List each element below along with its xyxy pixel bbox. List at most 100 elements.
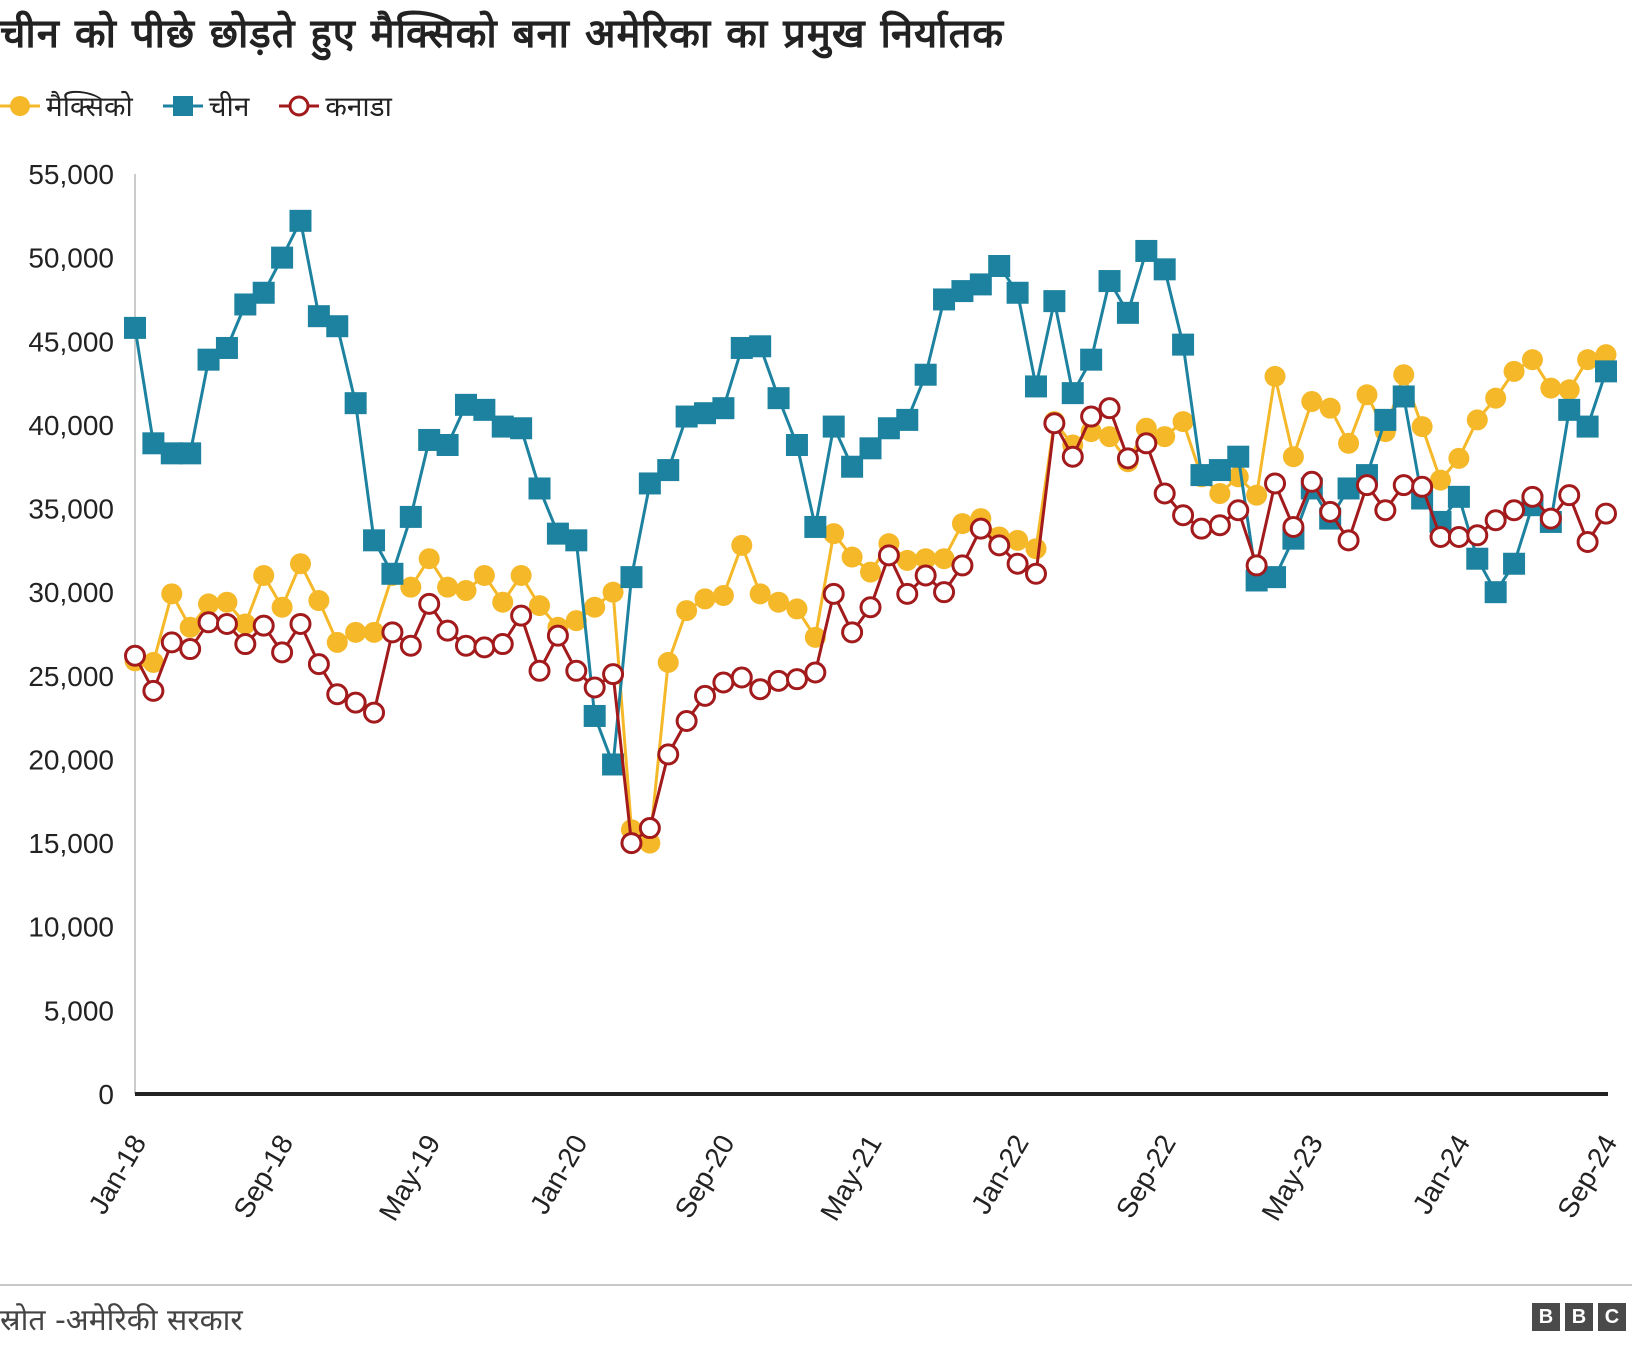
data-point [529, 595, 551, 617]
bbc-logo-letter: B [1532, 1303, 1560, 1331]
data-point [1539, 507, 1562, 530]
data-point [951, 280, 974, 303]
data-point [492, 591, 514, 613]
data-point [565, 529, 588, 552]
y-tick-label: 35,000 [28, 494, 114, 525]
y-tick-label: 50,000 [28, 243, 114, 274]
data-point [1153, 258, 1176, 281]
data-point [1006, 281, 1029, 304]
data-point [951, 513, 973, 535]
legend: मैक्सिको चीन कनाडा [0, 88, 422, 124]
data-point [307, 305, 330, 328]
data-point [271, 641, 294, 664]
data-point [767, 669, 790, 692]
data-point [1595, 502, 1617, 525]
data-point [583, 676, 606, 699]
data-point [1576, 531, 1599, 553]
data-point [1135, 239, 1158, 262]
data-point [1430, 469, 1452, 491]
data-point [1337, 529, 1360, 552]
bbc-logo-letter: C [1598, 1303, 1626, 1331]
data-point [1245, 569, 1268, 592]
data-point [326, 631, 348, 653]
data-point [1429, 510, 1452, 533]
data-point [473, 636, 496, 659]
legend-marker-mexico [0, 96, 40, 116]
x-tick-label: May-23 [1255, 1130, 1329, 1226]
data-point [859, 596, 882, 619]
data-point [344, 691, 367, 714]
legend-marker-china [162, 96, 203, 116]
data-point [455, 580, 477, 602]
data-point [841, 455, 864, 478]
data-point [1080, 405, 1103, 428]
data-point [1466, 524, 1489, 547]
data-point [1264, 566, 1287, 589]
data-point [841, 546, 863, 568]
data-point [437, 576, 459, 598]
data-point [215, 336, 238, 359]
data-point [1208, 459, 1231, 482]
data-point [1246, 484, 1268, 506]
data-point [565, 659, 588, 682]
data-point [1447, 485, 1470, 508]
data-point [179, 616, 201, 638]
data-point [804, 626, 826, 648]
data-point [1006, 552, 1029, 575]
data-point [1319, 500, 1342, 523]
data-point [124, 316, 146, 339]
source-text: स्रोत -अमेरिकी सरकार [0, 1303, 243, 1338]
data-point [1503, 360, 1525, 382]
data-point [969, 517, 992, 540]
data-point [1154, 426, 1176, 448]
data-point [198, 593, 220, 615]
data-point [234, 613, 256, 635]
data-point [914, 564, 937, 587]
data-point [399, 505, 422, 528]
data-point [694, 402, 717, 425]
data-point [179, 638, 202, 661]
data-point [454, 634, 477, 657]
data-point [639, 832, 661, 854]
data-point [749, 583, 771, 605]
data-point [1558, 398, 1581, 421]
data-point [473, 398, 496, 421]
data-point [1227, 466, 1249, 488]
data-point [179, 442, 202, 465]
data-point [730, 336, 753, 359]
data-point [1209, 482, 1231, 504]
data-point [785, 433, 808, 456]
data-point [1319, 397, 1341, 419]
data-point [1448, 447, 1470, 469]
data-point [528, 477, 551, 500]
data-point [1190, 517, 1213, 540]
data-point [1503, 499, 1526, 522]
data-point [1466, 547, 1489, 570]
data-point [602, 753, 625, 776]
data-point [1153, 482, 1176, 505]
data-point [694, 684, 717, 707]
data-point [381, 562, 404, 585]
data-point [1025, 538, 1047, 560]
x-tick-label: Jan-22 [965, 1130, 1035, 1220]
data-point [657, 743, 680, 766]
data-point [215, 612, 238, 635]
data-point [712, 671, 735, 694]
data-point [1300, 470, 1323, 493]
data-point [1521, 485, 1544, 508]
data-point [326, 683, 349, 706]
data-point [271, 246, 294, 269]
data-point [1337, 477, 1360, 500]
data-point [638, 817, 661, 840]
data-point [823, 523, 845, 545]
data-point [1595, 344, 1617, 366]
data-point [860, 561, 881, 583]
legend-label-canada: कनाडा [325, 90, 392, 123]
data-point [399, 634, 422, 657]
data-point [161, 583, 183, 605]
data-point [1558, 379, 1580, 401]
data-point [1007, 529, 1029, 551]
series-line-1 [133, 219, 1608, 766]
y-tick-label: 15,000 [28, 828, 114, 859]
x-tick-label: Jan-20 [524, 1130, 594, 1220]
